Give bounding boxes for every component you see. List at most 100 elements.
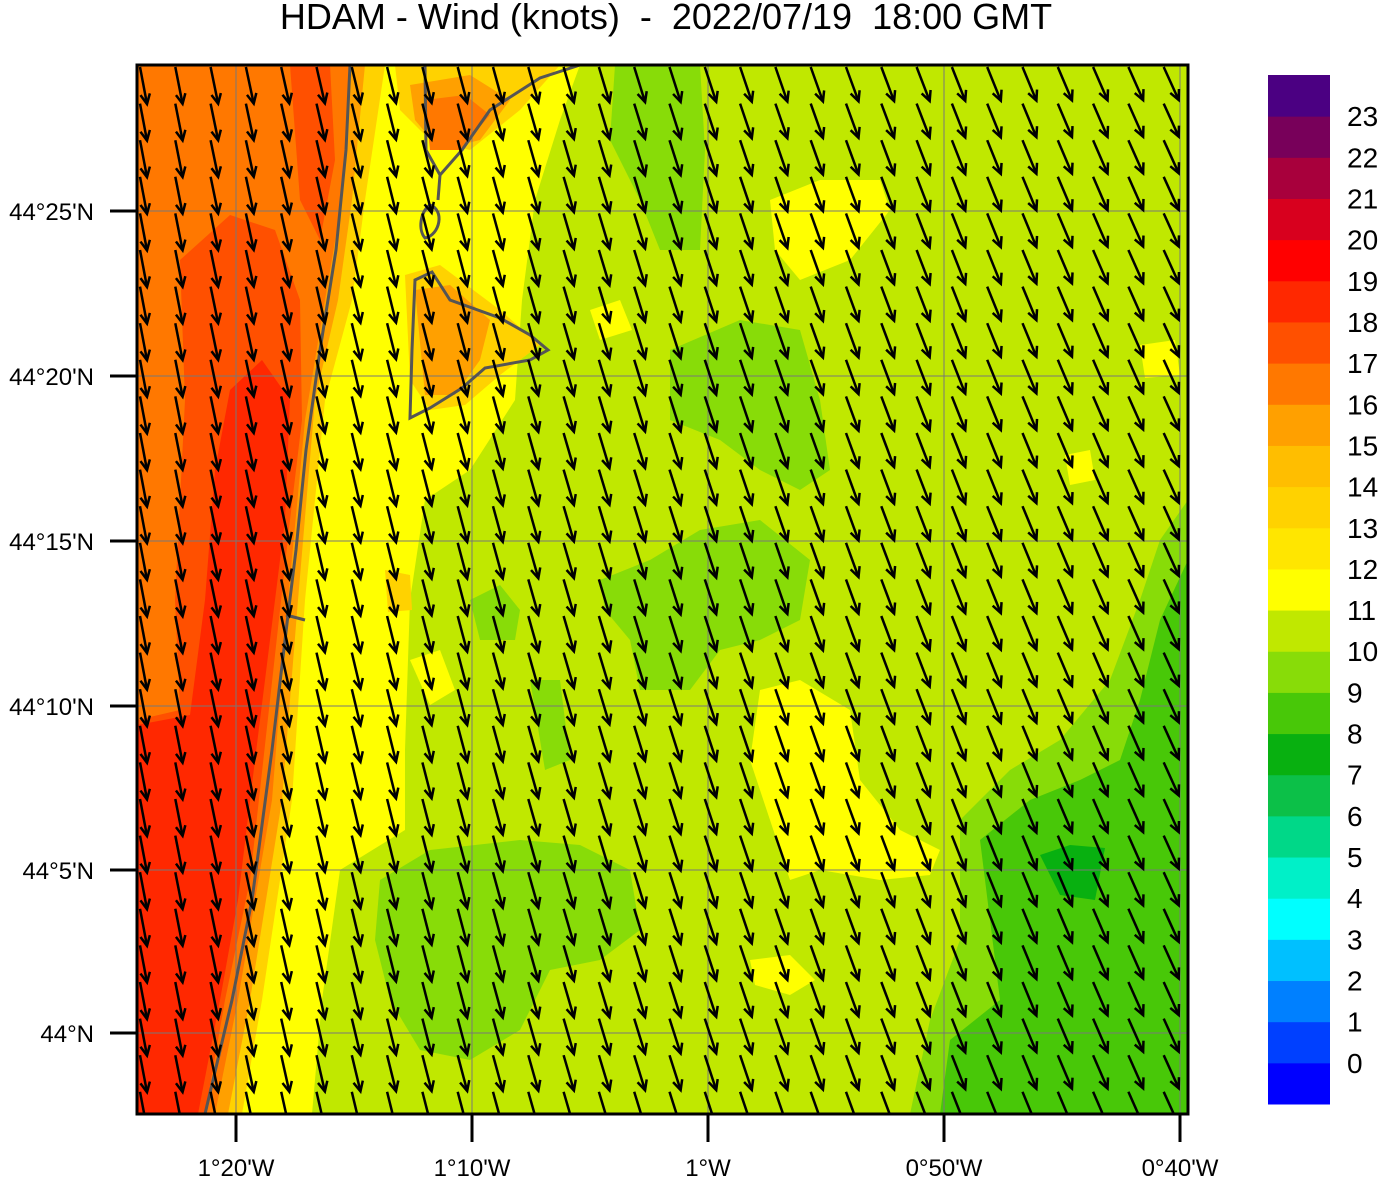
wind-arrow-icon bbox=[1091, 432, 1110, 469]
wind-arrow-icon bbox=[1091, 469, 1110, 506]
wind-arrow-icon bbox=[527, 615, 542, 655]
wind-arrow-icon bbox=[774, 1018, 790, 1056]
wind-arrow-icon bbox=[421, 213, 436, 253]
wind-arrow-icon bbox=[279, 1091, 288, 1114]
wind-arrow-icon bbox=[244, 322, 258, 363]
wind-arrow-icon bbox=[174, 725, 187, 766]
wind-arrow-icon bbox=[597, 579, 613, 618]
wind-arrow-icon bbox=[880, 578, 897, 617]
wind-arrow-icon bbox=[491, 798, 506, 838]
map-area bbox=[137, 65, 1188, 1114]
wind-arrow-icon bbox=[527, 249, 542, 289]
colorbar-swatch bbox=[1268, 568, 1330, 611]
wind-arrow-icon bbox=[986, 395, 1003, 433]
wind-arrow-icon bbox=[174, 981, 187, 1022]
wind-arrow-icon bbox=[315, 688, 329, 729]
wind-arrow-icon bbox=[138, 945, 152, 986]
wind-arrow-icon bbox=[138, 213, 152, 254]
wind-arrow-icon bbox=[456, 762, 471, 801]
wind-arrow-icon bbox=[844, 395, 861, 434]
wind-arrow-icon bbox=[1162, 103, 1181, 140]
wind-arrow-icon bbox=[421, 66, 436, 106]
wind-arrow-icon bbox=[809, 542, 826, 580]
wind-arrow-icon bbox=[315, 322, 329, 363]
wind-arrow-icon bbox=[350, 762, 365, 802]
wind-arrow-icon bbox=[491, 1018, 506, 1057]
wind-arrow-icon bbox=[1056, 176, 1074, 213]
wind-arrow-icon bbox=[209, 871, 223, 912]
wind-arrow-icon bbox=[562, 322, 577, 362]
wind-arrow-icon bbox=[1162, 835, 1181, 872]
colorbar-label: 4 bbox=[1347, 883, 1363, 914]
wind-arrow-icon bbox=[703, 762, 719, 800]
wind-arrow-icon bbox=[950, 322, 968, 360]
wind-arrow-icon bbox=[738, 1054, 755, 1093]
wind-arrow-icon bbox=[986, 1018, 1003, 1055]
wind-arrow-icon bbox=[1091, 286, 1110, 323]
wind-arrow-icon bbox=[244, 615, 258, 656]
wind-arrow-icon bbox=[809, 615, 826, 654]
lon-tick-label: 1°W bbox=[685, 1155, 731, 1180]
wind-arrow-icon bbox=[209, 981, 223, 1022]
wind-arrow-icon bbox=[1091, 139, 1110, 177]
wind-arrow-icon bbox=[668, 1018, 684, 1057]
wind-arrow-icon bbox=[138, 249, 152, 290]
wind-arrow-icon bbox=[597, 871, 613, 911]
wind-arrow-icon bbox=[491, 139, 506, 179]
wind-arrow-icon bbox=[668, 908, 684, 947]
wind-arrow-icon bbox=[915, 761, 932, 800]
wind-arrow-icon bbox=[880, 725, 897, 763]
wind-arrow-icon bbox=[527, 945, 542, 984]
wind-arrow-icon bbox=[880, 871, 897, 909]
wind-arrow-icon bbox=[844, 761, 861, 800]
wind-arrow-icon bbox=[1091, 871, 1110, 909]
wind-arrow-icon bbox=[738, 615, 755, 654]
wind-arrow-icon bbox=[491, 688, 506, 728]
wind-arrow-icon bbox=[1162, 286, 1181, 323]
wind-arrow-icon bbox=[1091, 176, 1110, 213]
wind-arrow-icon bbox=[844, 688, 861, 727]
colorbar-swatch bbox=[1268, 815, 1330, 858]
wind-arrow-icon bbox=[562, 835, 577, 874]
wind-arrow-icon bbox=[668, 469, 684, 508]
wind-arrow-icon bbox=[844, 908, 861, 946]
wind-arrow-icon bbox=[456, 542, 471, 582]
wind-arrow-icon bbox=[315, 1018, 329, 1058]
wind-arrow-icon bbox=[915, 798, 932, 836]
wind-arrow-icon bbox=[1127, 322, 1145, 359]
wind-arrow-icon bbox=[597, 432, 613, 471]
wind-arrow-icon bbox=[774, 981, 790, 1020]
wind-arrow-icon bbox=[774, 249, 790, 288]
wind-arrow-icon bbox=[315, 762, 329, 802]
wind-arrow-icon bbox=[668, 432, 684, 471]
wind-arrow-icon bbox=[174, 1091, 181, 1114]
colorbar-label: 20 bbox=[1347, 225, 1378, 256]
wind-arrow-icon bbox=[456, 688, 471, 728]
wind-arrow-icon bbox=[880, 322, 897, 360]
wind-arrow-icon bbox=[986, 944, 1003, 982]
wind-arrow-icon bbox=[774, 1091, 785, 1114]
wind-arrow-icon bbox=[633, 359, 648, 398]
wind-arrow-icon bbox=[244, 66, 258, 107]
wind-arrow-icon bbox=[633, 432, 648, 471]
wind-arrow-icon bbox=[491, 835, 506, 874]
wind-arrow-icon bbox=[174, 908, 187, 949]
wind-arrow-icon bbox=[633, 1054, 648, 1094]
wind-arrow-icon bbox=[279, 871, 294, 912]
wind-arrow-icon bbox=[350, 1018, 365, 1058]
wind-arrow-icon bbox=[315, 579, 329, 619]
wind-arrow-icon bbox=[986, 432, 1003, 470]
wind-arrow-icon bbox=[138, 1018, 152, 1059]
wind-arrow-icon bbox=[950, 798, 968, 836]
wind-arrow-icon bbox=[844, 432, 861, 470]
wind-arrow-icon bbox=[1091, 542, 1110, 579]
wind-arrow-icon bbox=[668, 139, 684, 178]
wind-arrow-icon bbox=[244, 176, 258, 217]
wind-arrow-icon bbox=[1127, 432, 1145, 469]
wind-arrow-icon bbox=[456, 871, 471, 911]
colorbar-label: 18 bbox=[1347, 307, 1378, 338]
wind-arrow-icon bbox=[279, 725, 294, 766]
wind-arrow-icon bbox=[809, 505, 826, 544]
colorbar-swatch bbox=[1268, 733, 1330, 776]
wind-arrow-icon bbox=[738, 249, 755, 288]
